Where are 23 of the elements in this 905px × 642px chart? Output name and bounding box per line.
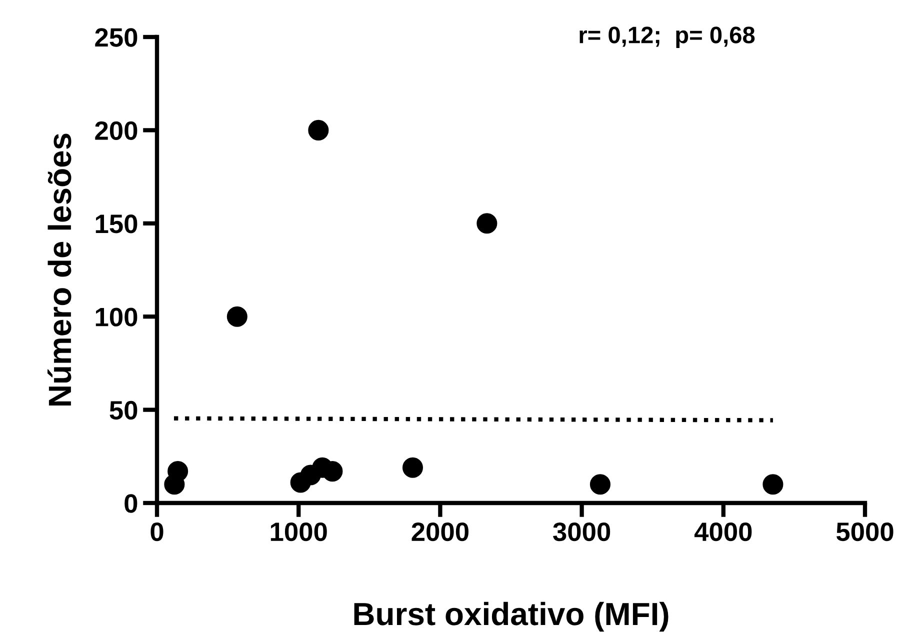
y-tick-label: 0 — [124, 494, 138, 513]
point — [476, 213, 498, 234]
x-axis-title: Burst oxidativo (MFI) — [354, 602, 668, 632]
annotation: r= 0,12; p= 0,68 — [580, 26, 755, 48]
y-tick-label: 250 — [95, 28, 138, 47]
x-tick-label: 4000 — [694, 522, 752, 542]
x-tick-label: 1000 — [270, 522, 327, 542]
x-tick-label: 2000 — [412, 522, 468, 542]
x-tick-label: 0 — [150, 522, 164, 542]
point — [402, 457, 423, 478]
x-tick-label: 3000 — [553, 522, 610, 542]
point — [226, 306, 248, 327]
y-tick-label: 100 — [96, 308, 138, 326]
y-tick-label: 150 — [96, 214, 138, 234]
x-tick-label: 5000 — [836, 522, 894, 542]
y-axis-title: Número de lesões — [48, 134, 72, 406]
point — [322, 461, 343, 482]
y-tick-label: 50 — [110, 400, 138, 420]
point — [590, 474, 610, 495]
point — [168, 461, 188, 482]
point — [308, 120, 329, 140]
point — [762, 474, 784, 495]
y-tick-label: 200 — [95, 121, 138, 140]
